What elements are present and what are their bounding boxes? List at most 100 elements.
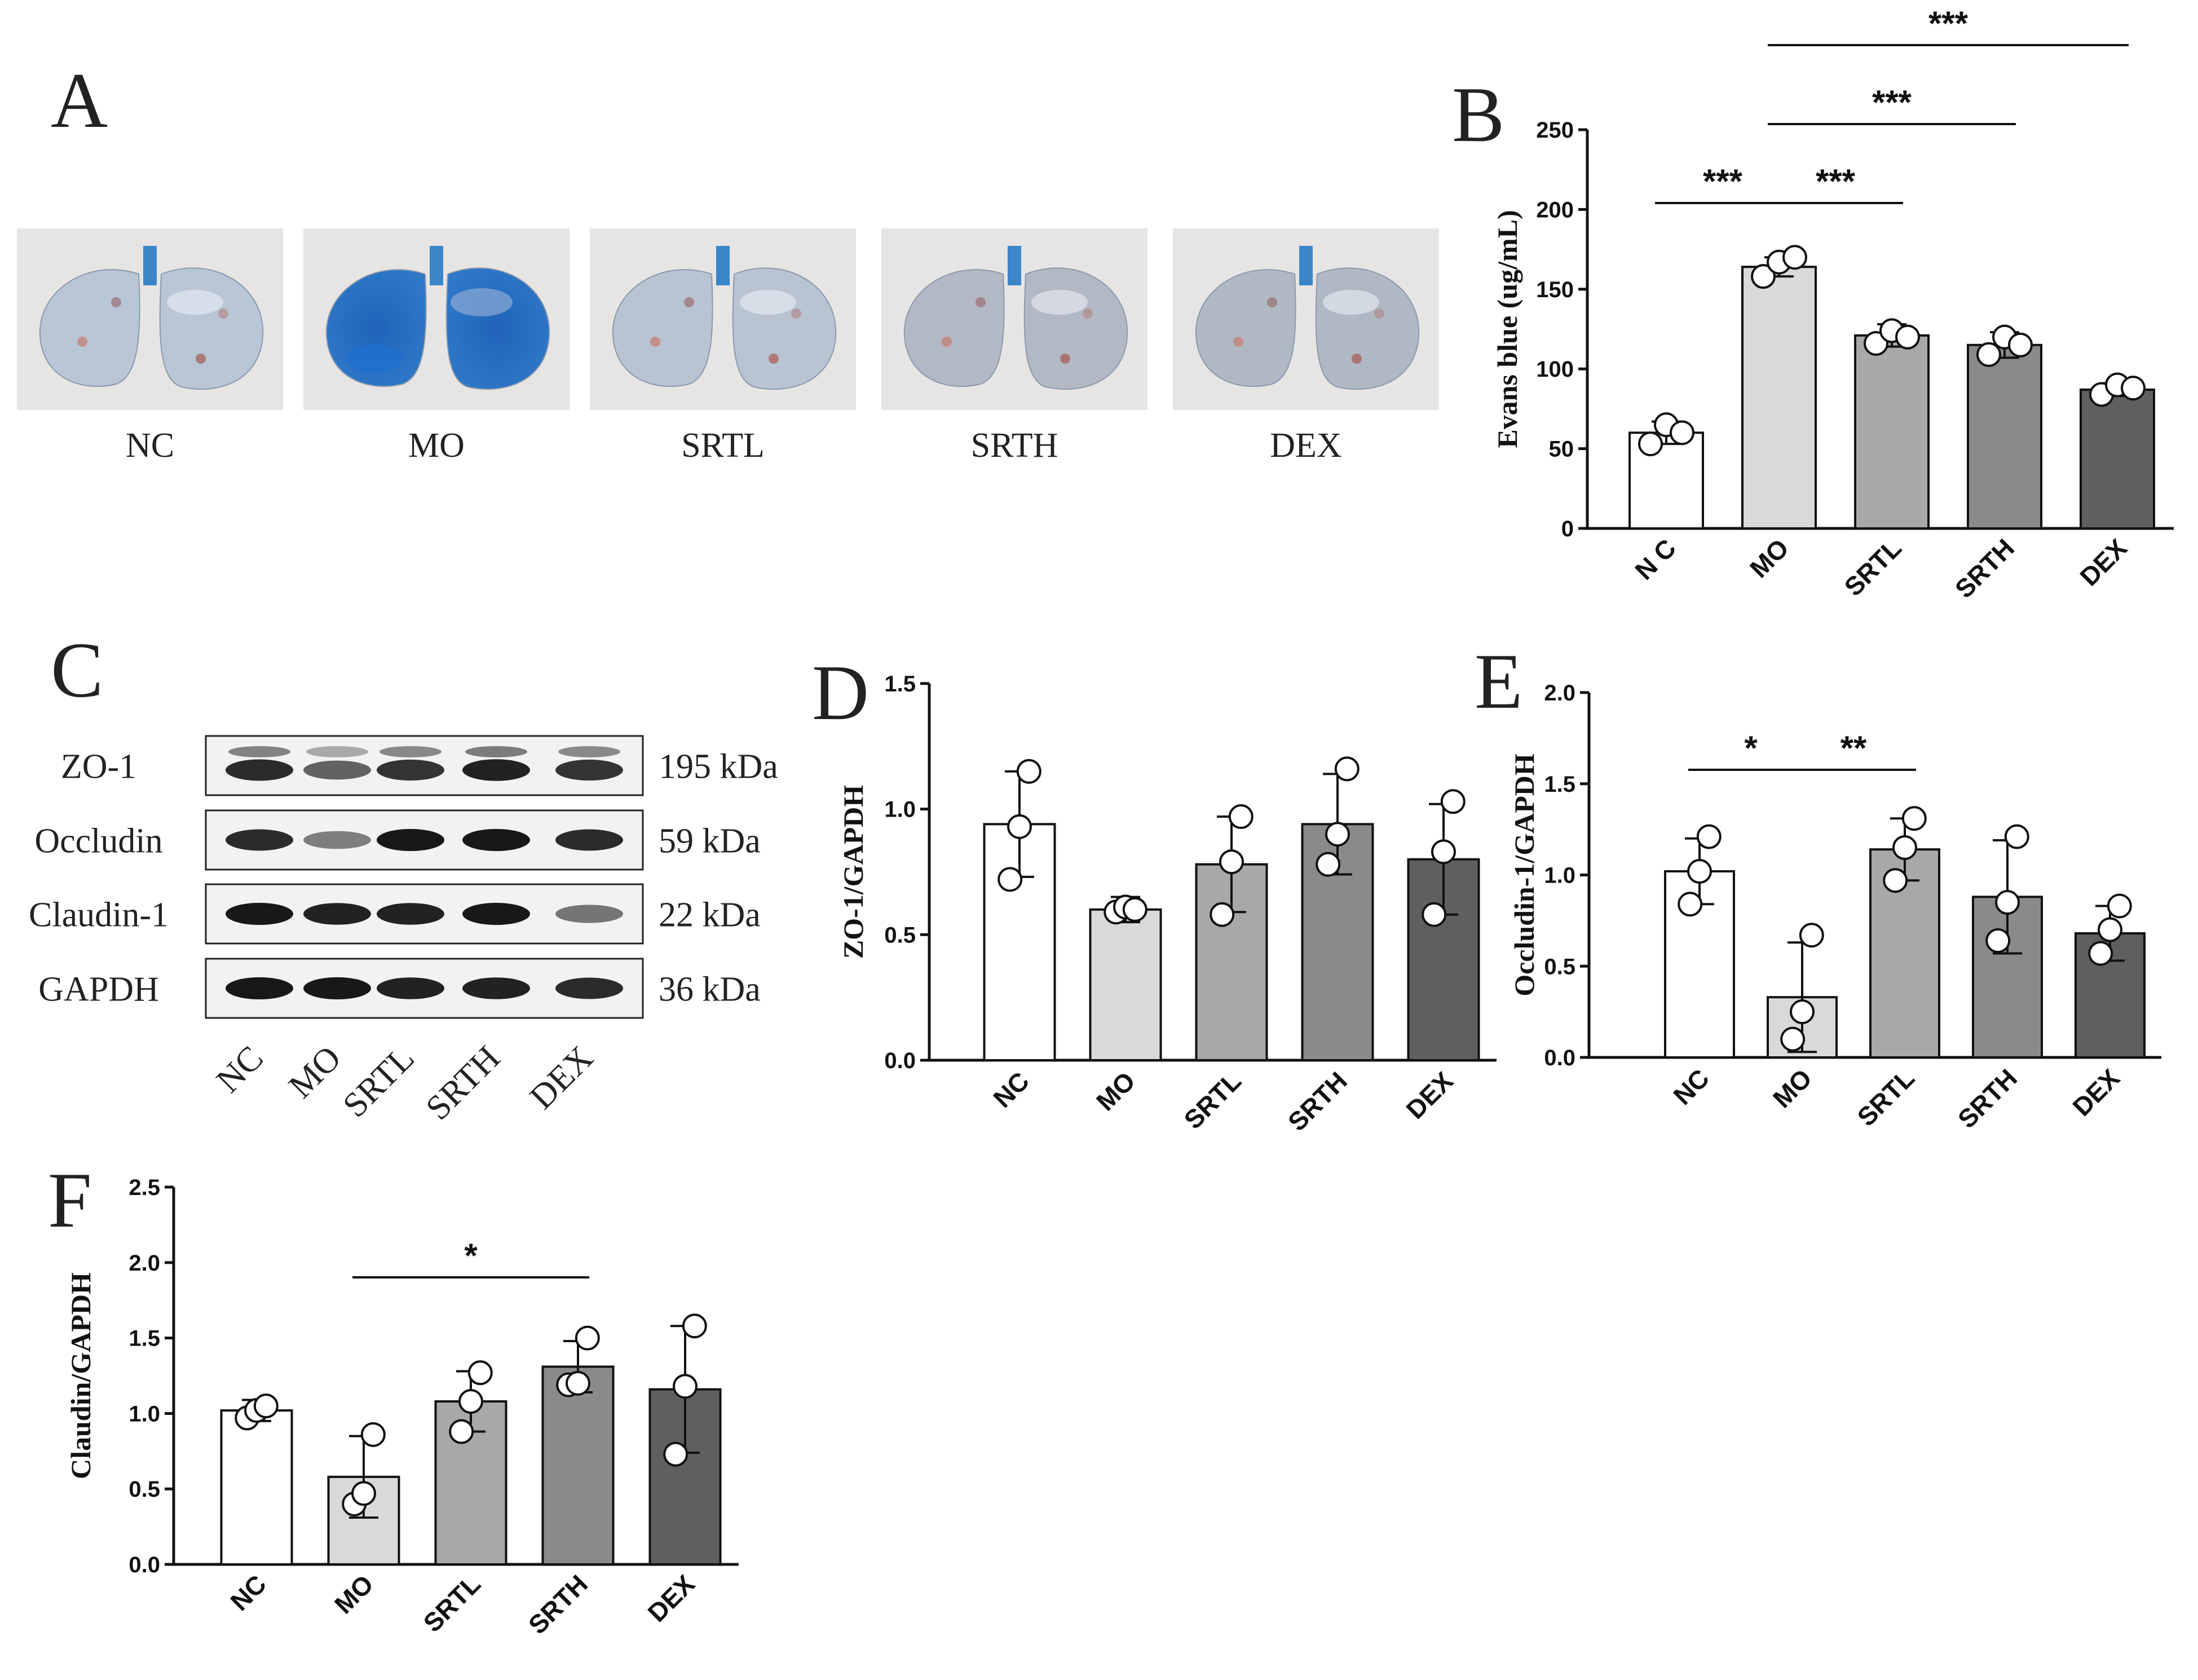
blot-band <box>555 759 623 781</box>
x-tick-label-srth: SRTH <box>1282 1066 1353 1136</box>
data-point <box>1122 897 1147 922</box>
y-tick-label: 150 <box>1536 277 1574 302</box>
data-point <box>1422 902 1447 927</box>
data-point <box>566 1370 590 1396</box>
data-point <box>458 1388 483 1414</box>
data-point <box>1790 999 1815 1025</box>
y-tick-label: 1.5 <box>129 1326 160 1351</box>
x-tick-label-nc: NC <box>1667 1063 1715 1110</box>
y-tick-label: 1.0 <box>129 1401 160 1426</box>
significance-label: * <box>1744 729 1758 767</box>
y-tick-label: 2.5 <box>129 1175 160 1200</box>
x-tick-label-nc: NC <box>987 1066 1035 1113</box>
x-tick-label-mo: MO <box>1091 1066 1141 1116</box>
lung-spot <box>650 337 660 347</box>
chart-d-zo1: 0.0 0.5 1.0 1.5 ZO-1/GAPDH NC MO SRTL SRTH DEX <box>837 672 1497 1137</box>
y-tick-label: 0.0 <box>1544 1046 1575 1070</box>
data-point <box>1696 824 1722 849</box>
y-axis-label: Claudin/GAPDH <box>65 1272 96 1479</box>
blot-band <box>462 759 530 781</box>
y-tick-label: 1.0 <box>1544 863 1575 888</box>
lung-highlight <box>1031 290 1088 315</box>
data-point <box>1901 806 1927 831</box>
data-point <box>575 1325 600 1351</box>
lung-spot <box>1374 308 1384 319</box>
lung-spot <box>1267 297 1277 307</box>
lung-highlight <box>740 290 796 315</box>
data-point <box>1985 928 2011 953</box>
x-tick-label-srtl: SRTL <box>417 1569 486 1638</box>
bar-dex <box>2080 388 2155 530</box>
lung-photo-dex <box>1173 228 1439 410</box>
panel-c-western-blot: ZO-1 195 kDa Occludin 59 kDa Claudin-1 22 kDa… <box>29 735 778 1127</box>
data-point <box>2121 376 2146 401</box>
data-point <box>1751 264 1776 289</box>
x-tick-label-mo: MO <box>1767 1063 1817 1113</box>
data-point <box>1325 822 1350 847</box>
y-tick-label: 50 <box>1549 437 1574 462</box>
data-point <box>2107 893 2132 919</box>
panel-a-lung-photos: NC MO SRTL SRTH DEX <box>17 228 1439 465</box>
blot-band <box>303 903 371 925</box>
blot-row-zo-1 <box>205 735 644 796</box>
y-axis-label: ZO-1/GAPDH <box>837 785 869 959</box>
data-point <box>1210 902 1235 927</box>
data-point <box>1334 756 1360 782</box>
chart-e-occludin: 0.0 0.5 1.0 1.5 2.0 Occludin-1/GAPDH NC MO SRTL S… <box>1508 681 2161 1134</box>
lung-highlight <box>451 288 513 316</box>
y-axis-label: Evans blue (ug/mL) <box>1491 210 1523 448</box>
lung-spot <box>1083 308 1093 319</box>
blot-band-upper <box>228 746 290 757</box>
data-point <box>1995 890 2020 915</box>
blot-band-upper <box>306 746 368 757</box>
data-point <box>2088 941 2113 966</box>
y-tick-label: 2.0 <box>129 1251 160 1276</box>
blot-band <box>377 828 444 852</box>
y-tick-label: 1.5 <box>884 672 916 696</box>
data-point <box>1892 835 1917 860</box>
lung-label-mo: MO <box>408 426 465 465</box>
y-tick-label: 100 <box>1536 357 1574 382</box>
data-point <box>467 1360 493 1386</box>
blot-band <box>303 831 371 849</box>
x-tick-label-n-c: N C <box>1629 533 1681 585</box>
significance-label: *** <box>1816 162 1856 200</box>
data-point <box>1976 342 2001 367</box>
blot-band <box>303 977 371 1000</box>
blot-band <box>555 977 623 999</box>
data-point <box>1316 852 1341 877</box>
lung-highlight <box>1323 290 1379 315</box>
data-point <box>1007 814 1032 839</box>
y-tick-label: 0.5 <box>1544 954 1575 979</box>
data-point <box>1016 759 1041 784</box>
blot-band-upper <box>558 746 620 757</box>
kda-label-gapdh: 36 kDa <box>659 971 761 1009</box>
data-point <box>998 867 1023 892</box>
data-point <box>1440 789 1466 814</box>
x-tick-label-srtl: SRTL <box>1851 1063 1920 1132</box>
bar-srtl <box>1854 334 1930 530</box>
data-point <box>1228 804 1254 830</box>
blot-band-upper <box>465 746 527 757</box>
y-tick-label: 2.0 <box>1544 681 1575 705</box>
protein-label-claudin-1: Claudin-1 <box>29 896 169 934</box>
kda-label-zo-1: 195 kDa <box>659 748 778 786</box>
data-point <box>1678 892 1703 917</box>
data-point <box>351 1481 376 1506</box>
blot-row-gapdh <box>205 958 644 1019</box>
y-tick-label: 0.0 <box>129 1553 160 1577</box>
bar-mo <box>1741 266 1817 530</box>
bar-nc <box>220 1409 293 1566</box>
lane-label-nc: NC <box>209 1039 271 1100</box>
blot-band <box>462 902 530 925</box>
lung-photo-srth <box>881 228 1147 410</box>
x-tick-label-srtl: SRTL <box>1178 1066 1247 1135</box>
data-point <box>1799 923 1824 948</box>
data-point <box>1431 839 1456 865</box>
blot-band <box>226 829 293 851</box>
x-tick-label-dex: DEX <box>642 1569 700 1628</box>
y-tick-label: 1.5 <box>1544 772 1575 797</box>
x-tick-label-srth: SRTH <box>1949 533 2020 603</box>
lung-spot <box>77 337 87 347</box>
blot-band <box>226 977 293 1000</box>
